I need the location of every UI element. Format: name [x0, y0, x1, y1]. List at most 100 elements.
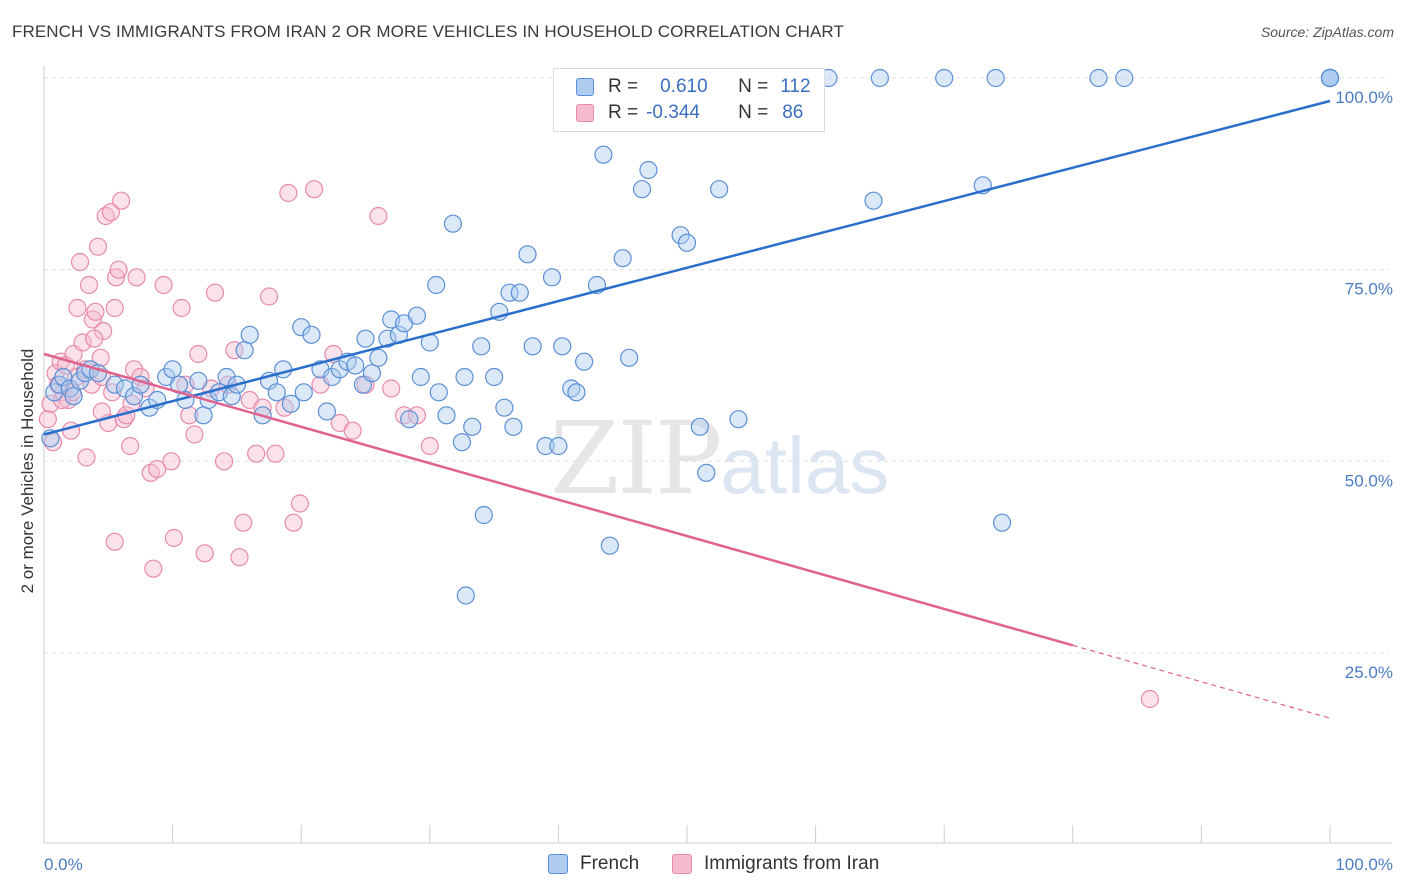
- iran-point: [70, 252, 90, 272]
- french-point: [292, 318, 311, 337]
- french-r-value: 0.610: [660, 76, 708, 97]
- iran-point: [185, 425, 204, 444]
- french-point: [870, 68, 890, 88]
- iran-legend-swatch: [672, 854, 692, 874]
- french-trend-line: [43, 99, 1331, 436]
- french-point: [302, 325, 321, 344]
- x-tick-label-right: 100.0%: [1335, 855, 1393, 874]
- iran-point: [290, 494, 310, 513]
- french-point: [523, 337, 542, 356]
- iran-point: [162, 452, 181, 471]
- french-point: [194, 406, 213, 425]
- french-point: [1320, 68, 1340, 88]
- iran-point: [214, 452, 234, 471]
- french-point: [362, 364, 382, 383]
- iran-point: [259, 287, 279, 306]
- iran-point: [154, 275, 173, 295]
- french-point: [378, 329, 397, 348]
- french-r-label: R =: [608, 76, 639, 97]
- french-point: [1089, 68, 1108, 88]
- trend-lines: [43, 99, 1331, 719]
- french-point: [456, 586, 475, 605]
- french-point: [639, 160, 658, 180]
- iran-point: [88, 237, 108, 256]
- french-point: [510, 283, 529, 302]
- french-point: [690, 417, 709, 436]
- iran-point: [1140, 689, 1160, 709]
- french-point: [455, 367, 474, 387]
- iran-point: [68, 298, 87, 318]
- iran-points: [38, 180, 1160, 709]
- french-point: [427, 275, 446, 295]
- french-point: [986, 68, 1005, 88]
- iran-point: [38, 410, 57, 429]
- french-point: [677, 233, 697, 252]
- y-axis-title: 2 or more Vehicles in Household: [18, 349, 37, 594]
- iran-point: [284, 513, 303, 532]
- french-point: [992, 513, 1012, 532]
- source-label: Source: ZipAtlas.com: [1260, 24, 1394, 40]
- french-point: [472, 337, 491, 356]
- french-point: [710, 180, 729, 199]
- iran-point: [86, 302, 105, 321]
- watermark: ZIPatlas: [550, 400, 889, 517]
- iran-point: [85, 329, 104, 348]
- x-tick-label-left: 0.0%: [44, 855, 83, 874]
- french-point: [549, 436, 568, 456]
- french-point: [500, 283, 519, 302]
- french-point: [613, 249, 632, 268]
- french-point: [124, 387, 144, 406]
- iran-point: [195, 544, 214, 563]
- iran-legend-label: Immigrants from Iran: [704, 853, 880, 874]
- y-tick-label: 25.0%: [1345, 663, 1393, 682]
- french-point: [632, 180, 652, 199]
- french-point: [105, 375, 124, 394]
- french-point: [235, 341, 254, 360]
- french-point: [222, 387, 241, 406]
- french-point: [281, 394, 301, 413]
- french-point: [542, 268, 562, 287]
- french-point: [518, 245, 537, 264]
- french-swatch: [576, 78, 594, 96]
- iran-point: [172, 298, 191, 318]
- french-point: [575, 352, 594, 371]
- french-point: [429, 383, 448, 402]
- french-point: [495, 398, 514, 417]
- french-point: [322, 367, 342, 387]
- iran-n-label: N =: [738, 102, 769, 123]
- iran-point: [304, 180, 324, 199]
- iran-point: [343, 421, 362, 440]
- iran-point: [105, 298, 124, 318]
- iran-point: [420, 436, 439, 456]
- french-point: [729, 410, 748, 429]
- iran-point: [73, 333, 92, 352]
- french-point: [452, 433, 472, 452]
- french-point: [864, 191, 883, 210]
- french-point: [317, 402, 337, 421]
- bottom-legend-french: French: [548, 851, 639, 877]
- legend-row-french: R = 0.610 N = 112: [576, 74, 811, 100]
- iran-point: [144, 559, 163, 578]
- iran-point: [382, 379, 401, 398]
- french-point: [267, 383, 286, 402]
- iran-point: [91, 348, 110, 367]
- iran-swatch: [576, 104, 594, 122]
- french-point: [463, 417, 482, 436]
- iran-point: [105, 532, 124, 551]
- french-point: [64, 387, 83, 406]
- bottom-legend-iran: Immigrants from Iran: [672, 851, 879, 877]
- french-point: [294, 383, 313, 402]
- iran-point: [77, 448, 96, 467]
- iran-point: [82, 375, 101, 394]
- french-point: [1115, 68, 1134, 88]
- iran-point: [247, 444, 266, 463]
- iran-point: [101, 203, 120, 222]
- french-point: [600, 536, 619, 555]
- axis-labels: 25.0% 50.0% 75.0% 100.0% 0.0% 100.0% 2 or more…: [18, 88, 1393, 874]
- grid-lines: [44, 77, 1390, 654]
- iran-point: [148, 459, 167, 479]
- stats-legend: R = 0.610 N = 112 R = -0.344 N = 86: [553, 68, 825, 132]
- y-tick-label: 75.0%: [1345, 280, 1393, 299]
- french-point: [240, 325, 259, 344]
